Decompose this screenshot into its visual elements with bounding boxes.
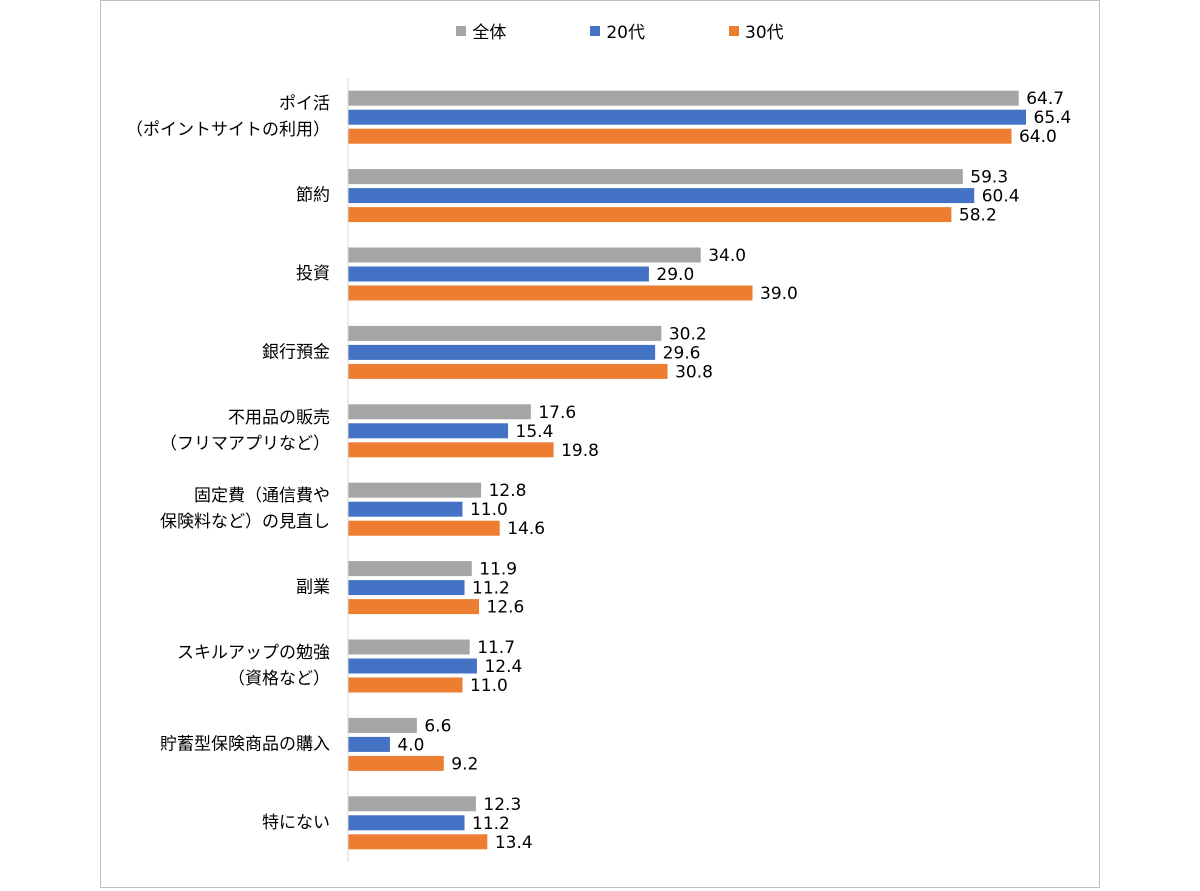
data-label: 64.7 (1026, 89, 1064, 109)
bar (348, 501, 463, 517)
bar (348, 599, 480, 615)
legend-label-all: 全体 (472, 23, 507, 43)
bar (348, 285, 753, 301)
data-label: 11.0 (470, 676, 508, 696)
data-label: 39.0 (760, 284, 798, 304)
bar (348, 266, 649, 282)
data-label: 58.2 (959, 206, 997, 226)
data-label: 4.0 (397, 735, 424, 755)
bar (348, 247, 701, 263)
data-label: 60.4 (982, 187, 1020, 207)
bar (348, 423, 509, 439)
bar (348, 717, 417, 733)
bar (348, 520, 500, 536)
data-label: 11.0 (470, 500, 508, 520)
category-label: （資格など） (228, 669, 330, 689)
bar (348, 658, 477, 674)
category-label: 保険料など）の見直し (160, 512, 330, 532)
data-label: 29.6 (663, 343, 701, 363)
bar (348, 796, 476, 812)
data-label: 12.3 (483, 795, 521, 815)
data-label: 15.4 (516, 422, 554, 442)
legend-swatch-20s (590, 25, 601, 36)
data-label: 11.7 (477, 638, 515, 658)
data-label: 34.0 (708, 246, 746, 266)
category-label: 固定費（通信費や (194, 486, 330, 506)
legend-swatch-30s (729, 25, 739, 36)
bar (348, 442, 554, 458)
data-label: 11.2 (472, 579, 510, 599)
bar (348, 90, 1019, 106)
category-label: 節約 (296, 186, 330, 206)
data-label: 13.4 (495, 833, 533, 853)
data-label: 14.6 (507, 519, 545, 539)
bar (348, 755, 444, 771)
category-label: スキルアップの勉強 (177, 643, 330, 663)
data-label: 19.8 (561, 441, 599, 461)
bar (348, 169, 963, 185)
data-label: 17.6 (538, 403, 576, 423)
category-label: 特にない (262, 813, 330, 833)
legend: 全体 20代 30代 (0, 18, 1200, 43)
category-label: 貯蓄型保険商品の購入 (160, 734, 330, 754)
data-label: 29.0 (656, 265, 694, 285)
bar (348, 639, 470, 655)
bar (348, 580, 465, 596)
bar (348, 128, 1012, 144)
data-label: 30.2 (669, 324, 707, 344)
bar (348, 677, 463, 693)
data-label: 12.8 (489, 481, 527, 501)
legend-item-30s: 30代 (729, 18, 784, 43)
data-label: 12.4 (484, 657, 522, 677)
bar (348, 109, 1026, 125)
category-label: （ポイントサイトの利用） (126, 120, 330, 140)
data-label: 65.4 (1034, 108, 1072, 128)
legend-item-20s: 20代 (590, 18, 645, 43)
bar (348, 815, 465, 831)
bar (348, 188, 975, 204)
legend-swatch-all (456, 25, 467, 36)
category-label: 投資 (296, 264, 330, 284)
data-label: 64.0 (1019, 127, 1057, 147)
legend-item-all: 全体 (456, 18, 506, 43)
bar (348, 344, 656, 360)
data-label: 11.2 (472, 814, 510, 834)
bar (348, 363, 668, 379)
category-label: 銀行預金 (262, 342, 330, 362)
bar (348, 404, 531, 420)
category-label: ポイ活 (279, 94, 330, 114)
bar (348, 207, 952, 223)
legend-label-30s: 30代 (745, 23, 784, 43)
bar (348, 834, 488, 850)
bar (348, 736, 390, 752)
data-label: 6.6 (424, 716, 451, 736)
data-label: 11.9 (479, 560, 517, 580)
bar (348, 561, 472, 577)
category-label: 不用品の販売 (228, 408, 330, 428)
chart-frame (100, 0, 1100, 888)
data-label: 9.2 (451, 754, 478, 774)
data-label: 59.3 (970, 168, 1008, 188)
data-label: 12.6 (487, 598, 525, 618)
category-label: 副業 (296, 578, 330, 598)
bar (348, 325, 662, 341)
bar (348, 482, 482, 498)
legend-label-20s: 20代 (606, 23, 645, 43)
category-label: （フリマアプリなど） (160, 434, 330, 454)
data-label: 30.8 (675, 362, 713, 382)
